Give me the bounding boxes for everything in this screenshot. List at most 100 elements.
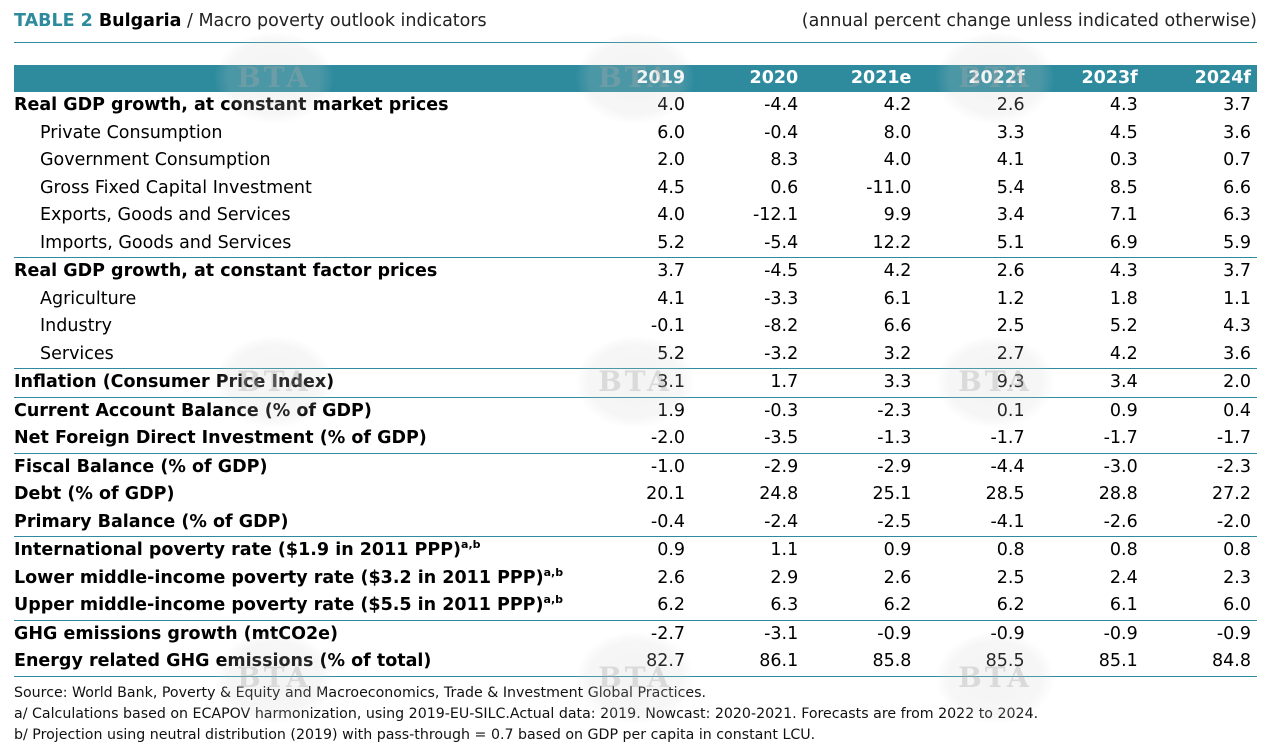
value-cell: 0.3 <box>1109 150 1138 170</box>
value-cell: -2.6 <box>1103 511 1138 532</box>
table-row: Fiscal Balance (% of GDP) -1.0 -2.9 -2.9 -4.… <box>14 452 1257 481</box>
value-cell: 0.9 <box>577 536 692 565</box>
row-label: Industry <box>40 316 112 336</box>
value-cell: 8.0 <box>883 122 912 143</box>
value-cell: 2.9 <box>770 567 799 588</box>
value-cell: -4.1 <box>990 511 1025 532</box>
value-cell: 4.0 <box>657 205 686 225</box>
row-label-cell: Real GDP growth, at constant factor pric… <box>14 257 578 286</box>
value-cell: 2.5 <box>996 316 1025 336</box>
value-cell: 5.2 <box>657 232 686 253</box>
value-cell: 1.1 <box>1223 288 1251 309</box>
value-cell: 3.3 <box>804 368 918 397</box>
value-cell: -3.3 <box>764 288 799 309</box>
table-row: Gross Fixed Capital Investment 4.5 0.6 -11.… <box>14 175 1257 203</box>
value-cell: 4.2 <box>883 95 912 115</box>
row-label: Agriculture <box>40 288 137 309</box>
indicators-table: 2019 2020 2021e 2022f 2023f 2024f Real G… <box>14 65 1257 677</box>
column-header: 2022f <box>917 65 1031 92</box>
value-cell: -2.4 <box>764 511 799 532</box>
value-cell: 28.5 <box>985 484 1025 504</box>
row-label: Upper middle-income poverty rate ($5.5 i… <box>14 595 544 615</box>
value-cell: 1.8 <box>1109 288 1138 309</box>
value-cell: -0.1 <box>650 316 686 336</box>
row-label-cell: Gross Fixed Capital Investment <box>14 175 578 203</box>
source-note: Source: World Bank, Poverty & Equity and… <box>14 685 707 701</box>
value-cell: 3.6 <box>1223 343 1251 364</box>
value-cell: -1.3 <box>877 428 912 448</box>
column-header: 2020 <box>691 65 805 92</box>
row-label: Real GDP growth, at constant market pric… <box>14 95 449 115</box>
table-row: Imports, Goods and Services 5.2 -5.4 12.2 5.… <box>14 230 1257 258</box>
value-cell: 25.1 <box>872 484 912 504</box>
value-cell: 6.0 <box>1223 595 1251 615</box>
row-label-cell: Imports, Goods and Services <box>14 230 578 258</box>
value-cell: -3.2 <box>764 343 799 364</box>
value-cell: 0.7 <box>1223 150 1251 170</box>
footnotes: Source: World Bank, Poverty & Equity and… <box>14 683 1038 746</box>
table-row: Upper middle-income poverty rate ($5.5 i… <box>14 592 1257 620</box>
table-row: Current Account Balance (% of GDP) 1.9 -0.… <box>14 396 1257 425</box>
value-cell: 3.7 <box>577 257 692 286</box>
row-label-cell: Private Consumption <box>14 120 578 148</box>
value-cell: 2.6 <box>996 95 1025 115</box>
row-label-cell: International poverty rate ($1.9 in 2011… <box>14 536 578 565</box>
value-cell: 4.5 <box>1109 122 1138 143</box>
value-cell: 0.8 <box>1143 536 1257 565</box>
value-cell: 4.0 <box>883 150 912 170</box>
row-footnote-marker: a,b <box>461 538 481 551</box>
row-label-cell: Exports, Goods and Services <box>14 202 578 230</box>
footnote-b: b/ Projection using neutral distribution… <box>14 727 816 743</box>
value-cell: 1.1 <box>691 536 805 565</box>
value-cell: -4.5 <box>691 257 805 286</box>
value-cell: 3.4 <box>1030 368 1144 397</box>
value-cell: 2.6 <box>917 257 1031 286</box>
value-cell: -2.3 <box>1143 452 1257 481</box>
value-cell: 4.1 <box>996 150 1025 170</box>
value-cell: 4.2 <box>804 257 918 286</box>
row-label: International poverty rate ($1.9 in 2011… <box>14 540 462 560</box>
value-cell: 2.4 <box>1109 567 1138 588</box>
value-cell: -2.7 <box>577 619 692 648</box>
value-cell: 7.1 <box>1109 205 1138 225</box>
country-name: Bulgaria <box>98 11 182 31</box>
row-label-cell: Net Foreign Direct Investment (% of GDP) <box>14 425 578 453</box>
value-cell: 3.7 <box>1223 95 1251 115</box>
table-row: Debt (% of GDP) 20.1 24.8 25.1 28.5 28.8 27.2 <box>14 481 1257 509</box>
value-cell: 0.6 <box>770 177 799 198</box>
value-cell: 4.0 <box>657 95 686 115</box>
row-label: Primary Balance (% of GDP) <box>14 511 289 532</box>
value-cell: 4.3 <box>1223 316 1251 336</box>
value-cell: -1.7 <box>1103 428 1138 448</box>
row-label: Exports, Goods and Services <box>40 205 291 225</box>
table-row: Private Consumption 6.0 -0.4 8.0 3.3 4.5 3.6 <box>14 120 1257 148</box>
value-cell: 5.4 <box>996 177 1025 198</box>
value-cell: 5.2 <box>657 343 686 364</box>
value-cell: 3.4 <box>996 205 1025 225</box>
value-cell: 1.7 <box>691 368 805 397</box>
table-row: Lower middle-income poverty rate ($3.2 i… <box>14 565 1257 593</box>
value-cell: 0.8 <box>1030 536 1144 565</box>
value-cell: 4.1 <box>657 288 686 309</box>
row-label: Energy related GHG emissions (% of total… <box>14 651 432 671</box>
row-footnote-marker: a,b <box>543 593 563 606</box>
row-label: Government Consumption <box>40 150 271 170</box>
table-row: Real GDP growth, at constant factor pric… <box>14 257 1257 286</box>
value-cell: 4.2 <box>1109 343 1138 364</box>
value-cell: -2.9 <box>804 452 918 481</box>
value-cell: 2.0 <box>1143 368 1257 397</box>
table-title: TABLE 2 Bulgaria / Macro poverty outlook … <box>14 8 1257 34</box>
value-cell: 6.0 <box>657 122 686 143</box>
value-cell: 85.1 <box>1030 648 1144 677</box>
value-cell: 4.5 <box>657 177 686 198</box>
row-label-cell: Lower middle-income poverty rate ($3.2 i… <box>14 565 578 593</box>
column-header: 2019 <box>577 65 692 92</box>
table-subtitle: / Macro poverty outlook indicators <box>187 11 487 31</box>
value-cell: -2.9 <box>691 452 805 481</box>
value-cell: -2.0 <box>1216 511 1251 532</box>
value-cell: 2.6 <box>883 567 912 588</box>
row-label-cell: Debt (% of GDP) <box>14 481 578 509</box>
value-cell: 6.3 <box>770 595 799 615</box>
value-cell: -0.9 <box>917 619 1031 648</box>
value-cell: 5.9 <box>1223 232 1251 253</box>
